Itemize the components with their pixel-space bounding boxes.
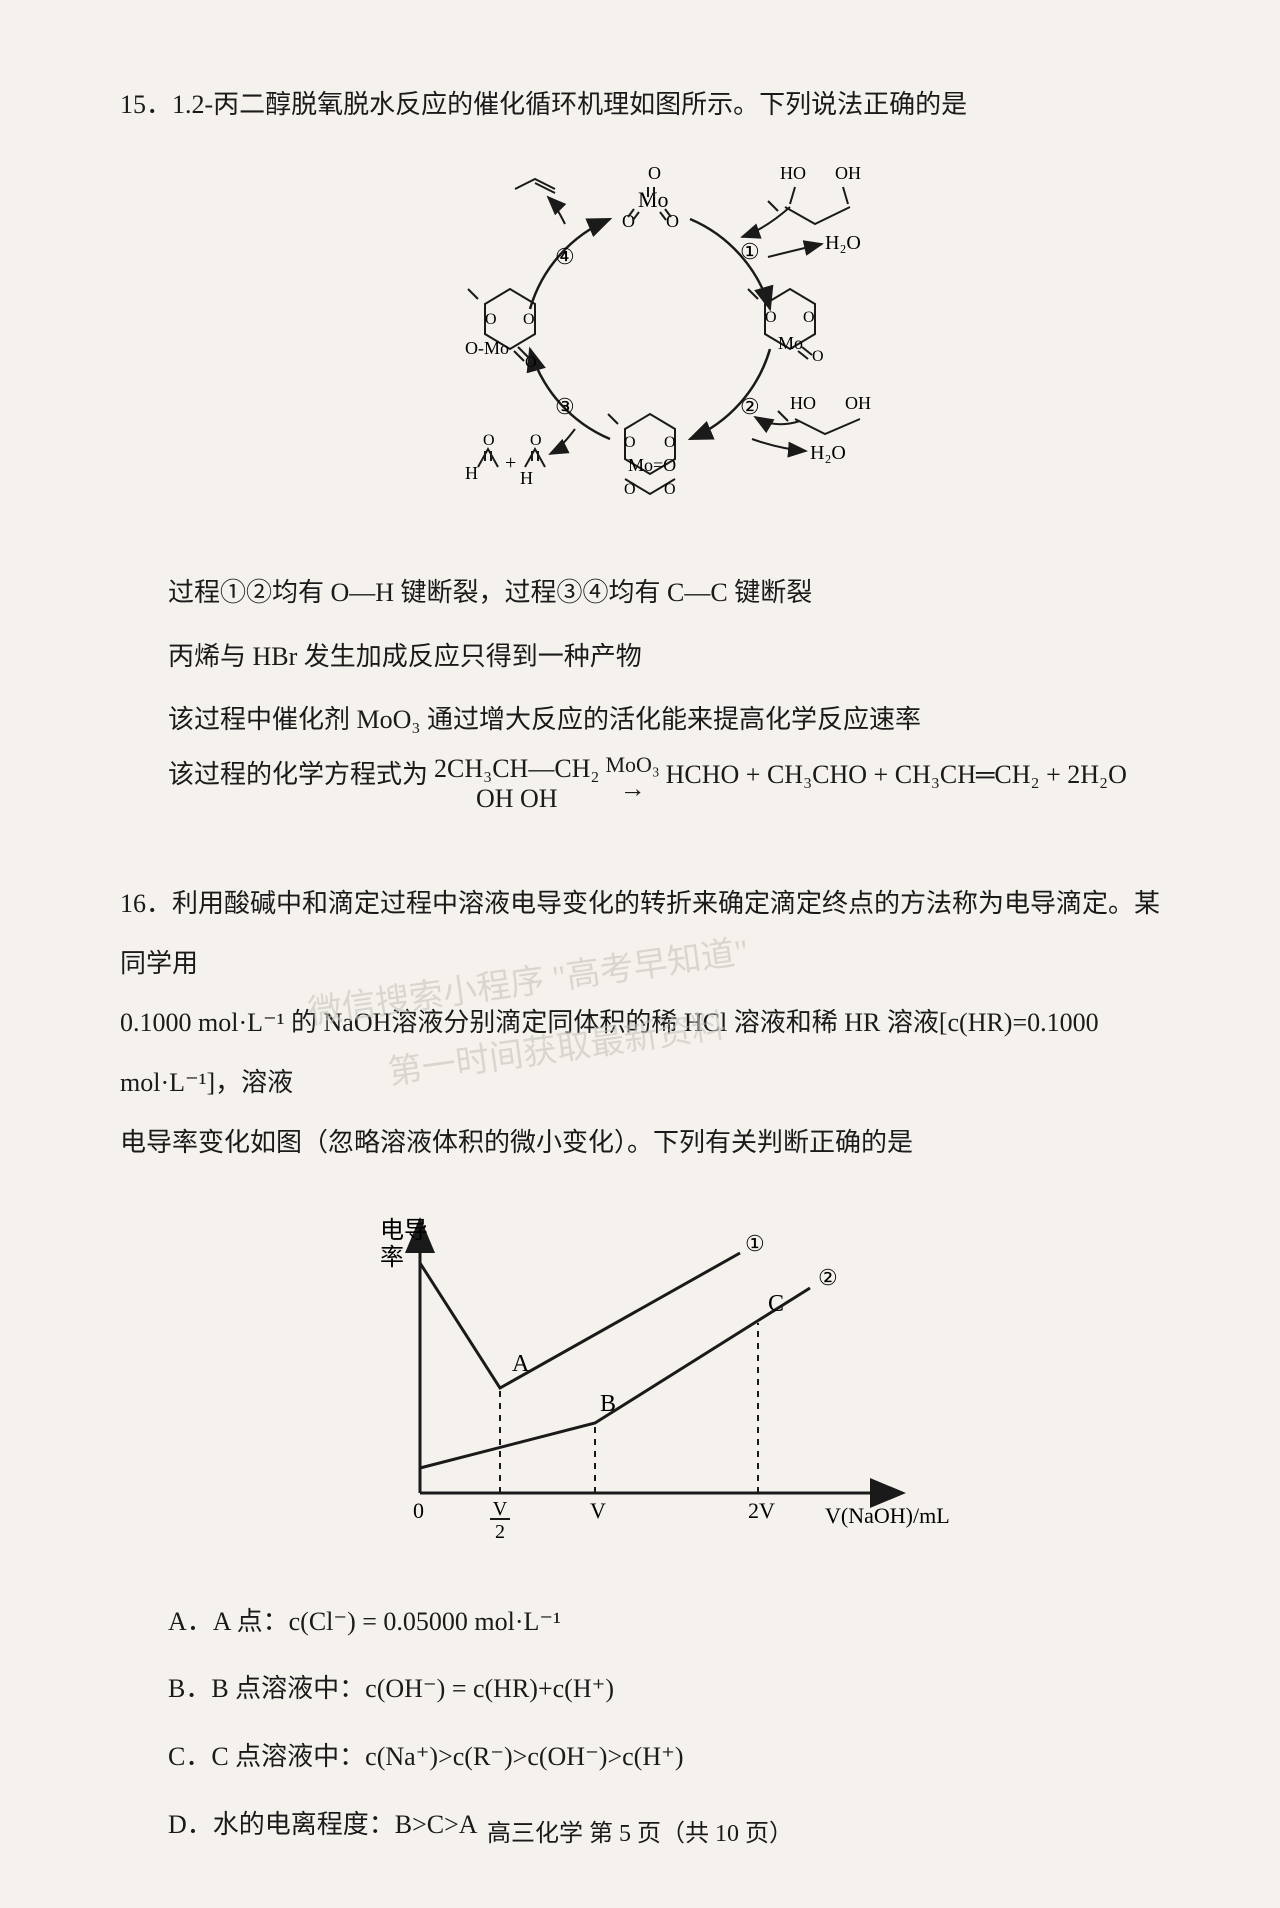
svg-text:H: H bbox=[520, 468, 533, 488]
svg-text:O: O bbox=[530, 432, 542, 449]
q16-l3: 电导率变化如图（忽略溶液体积的微小变化）。下列有关判断正确的是 bbox=[120, 1113, 1180, 1173]
q16-stem: 16．利用酸碱中和滴定过程中溶液电导变化的转折来确定滴定终点的方法称为电导滴定。… bbox=[120, 874, 1180, 994]
h2o-out-1: H₂O bbox=[825, 232, 861, 254]
svg-text:O: O bbox=[485, 311, 497, 328]
step-1-label: ① bbox=[740, 239, 760, 264]
svg-text:O: O bbox=[525, 354, 537, 371]
y-label-1: 电导 bbox=[380, 1217, 428, 1244]
svg-text:O: O bbox=[624, 434, 636, 451]
q15-statement-3: 该过程中催化剂 MoO₃ 通过增大反应的活化能来提高化学反应速率 bbox=[168, 691, 1180, 748]
series-1-label: ① bbox=[745, 1231, 765, 1256]
q16-l2: 0.1000 mol·L⁻¹ 的 NaOH溶液分别滴定同体积的稀 HCl 溶液和… bbox=[120, 993, 1180, 1113]
svg-text:O: O bbox=[664, 481, 676, 498]
step-4-label: ④ bbox=[555, 244, 575, 269]
series-1 bbox=[420, 1253, 740, 1388]
page-footer: 高三化学 第 5 页（共 10 页） bbox=[0, 1813, 1280, 1848]
svg-text:O: O bbox=[523, 311, 535, 328]
product-aldehydes: H O + O H bbox=[465, 429, 575, 488]
point-b: B bbox=[600, 1391, 616, 1417]
svg-text:Mo=O: Mo=O bbox=[628, 455, 676, 475]
q15-stem-text: 1.2-丙二醇脱氧脱水反应的催化循环机理如图所示。下列说法正确的是 bbox=[172, 90, 967, 119]
q16-l1: 利用酸碱中和滴定过程中溶液电导变化的转折来确定滴定终点的方法称为电导滴定。某同学… bbox=[120, 889, 1160, 978]
species-left: O O O-Mo O bbox=[465, 289, 537, 371]
tick-0: 0 bbox=[413, 1498, 424, 1523]
q15-s4-products: HCHO + CH₃CHO + CH₃CH═CH₂ + 2H₂O bbox=[666, 754, 1127, 796]
catalytic-cycle-svg: ① ② ③ ④ Mo O O O HO OH bbox=[370, 149, 930, 529]
svg-text:O: O bbox=[648, 163, 661, 183]
q16-chart: 电导 率 V(NaOH)/mL 0 V 2 V 2V ① ② A bbox=[120, 1193, 1180, 1558]
q15-s4-reactant: 2CH₃CH—CH₂ OH OH bbox=[434, 754, 599, 814]
q15-statement-1: 过程①②均有 O—H 键断裂，过程③④均有 C—C 键断裂 bbox=[168, 564, 1180, 621]
series-2 bbox=[420, 1288, 810, 1468]
tick-v2: V 2 bbox=[490, 1498, 510, 1543]
svg-text:O: O bbox=[483, 432, 495, 449]
reactant-propanediol-2: HO OH bbox=[755, 393, 871, 434]
tick-v: V bbox=[590, 1498, 606, 1523]
q15-cycle-diagram: ① ② ③ ④ Mo O O O HO OH bbox=[120, 149, 1180, 534]
svg-text:HO: HO bbox=[780, 163, 806, 183]
svg-text:Mo: Mo bbox=[778, 333, 803, 353]
x-label: V(NaOH)/mL bbox=[825, 1503, 950, 1528]
q15-statement-4: 该过程的化学方程式为 2CH₃CH—CH₂ OH OH MoO₃ → HCHO … bbox=[168, 754, 1180, 814]
svg-text:OH: OH bbox=[845, 393, 871, 413]
q15-statement-2: 丙烯与 HBr 发生加成反应只得到一种产物 bbox=[168, 628, 1180, 685]
tick-2v: 2V bbox=[748, 1498, 775, 1523]
y-label-2: 率 bbox=[380, 1244, 404, 1271]
svg-text:HO: HO bbox=[790, 393, 816, 413]
svg-text:+: + bbox=[505, 452, 516, 474]
h2o-out-2: H₂O bbox=[810, 442, 846, 464]
reactant-propanediol-1: HO OH bbox=[742, 163, 861, 237]
species-right: O O Mo O bbox=[748, 289, 824, 365]
question-16: 16．利用酸碱中和滴定过程中溶液电导变化的转折来确定滴定终点的方法称为电导滴定。… bbox=[120, 874, 1180, 1858]
svg-text:O: O bbox=[624, 481, 636, 498]
svg-text:O: O bbox=[622, 211, 635, 231]
q15-s4-arrow: MoO₃ → bbox=[606, 754, 660, 802]
q16-option-b: B．B 点溶液中：c(OH⁻) = c(HR)+c(H⁺) bbox=[168, 1655, 1180, 1723]
svg-text:O: O bbox=[664, 434, 676, 451]
point-c: C bbox=[768, 1291, 784, 1317]
q16-option-a: A．A 点：c(Cl⁻) = 0.05000 mol·L⁻¹ bbox=[168, 1588, 1180, 1656]
step-2-label: ② bbox=[740, 394, 760, 419]
svg-text:H: H bbox=[465, 463, 478, 483]
q15-s4-prefix: 该过程的化学方程式为 bbox=[168, 754, 428, 796]
step-3-label: ③ bbox=[555, 394, 575, 419]
species-top: Mo O O O bbox=[622, 163, 679, 231]
product-alkene bbox=[515, 179, 565, 224]
svg-text:V: V bbox=[493, 1498, 508, 1520]
svg-text:O-Mo: O-Mo bbox=[465, 338, 509, 358]
series-2-label: ② bbox=[818, 1265, 838, 1290]
svg-text:O: O bbox=[803, 309, 815, 326]
q16-option-c: C．C 点溶液中：c(Na⁺)>c(R⁻)>c(OH⁻)>c(H⁺) bbox=[168, 1723, 1180, 1791]
conductivity-chart-svg: 电导 率 V(NaOH)/mL 0 V 2 V 2V ① ② A bbox=[340, 1193, 960, 1553]
svg-text:O: O bbox=[812, 348, 824, 365]
question-15: 15．1.2-丙二醇脱氧脱水反应的催化循环机理如图所示。下列说法正确的是 ① ②… bbox=[120, 80, 1180, 814]
svg-text:2: 2 bbox=[495, 1521, 505, 1543]
svg-text:OH: OH bbox=[835, 163, 861, 183]
q15-number: 15． bbox=[120, 90, 172, 119]
svg-text:O: O bbox=[765, 309, 777, 326]
species-bottom: O O Mo=O O O bbox=[608, 414, 676, 498]
q15-stem: 15．1.2-丙二醇脱氧脱水反应的催化循环机理如图所示。下列说法正确的是 bbox=[120, 80, 1180, 129]
q16-number: 16． bbox=[120, 889, 172, 918]
point-a: A bbox=[512, 1351, 530, 1377]
